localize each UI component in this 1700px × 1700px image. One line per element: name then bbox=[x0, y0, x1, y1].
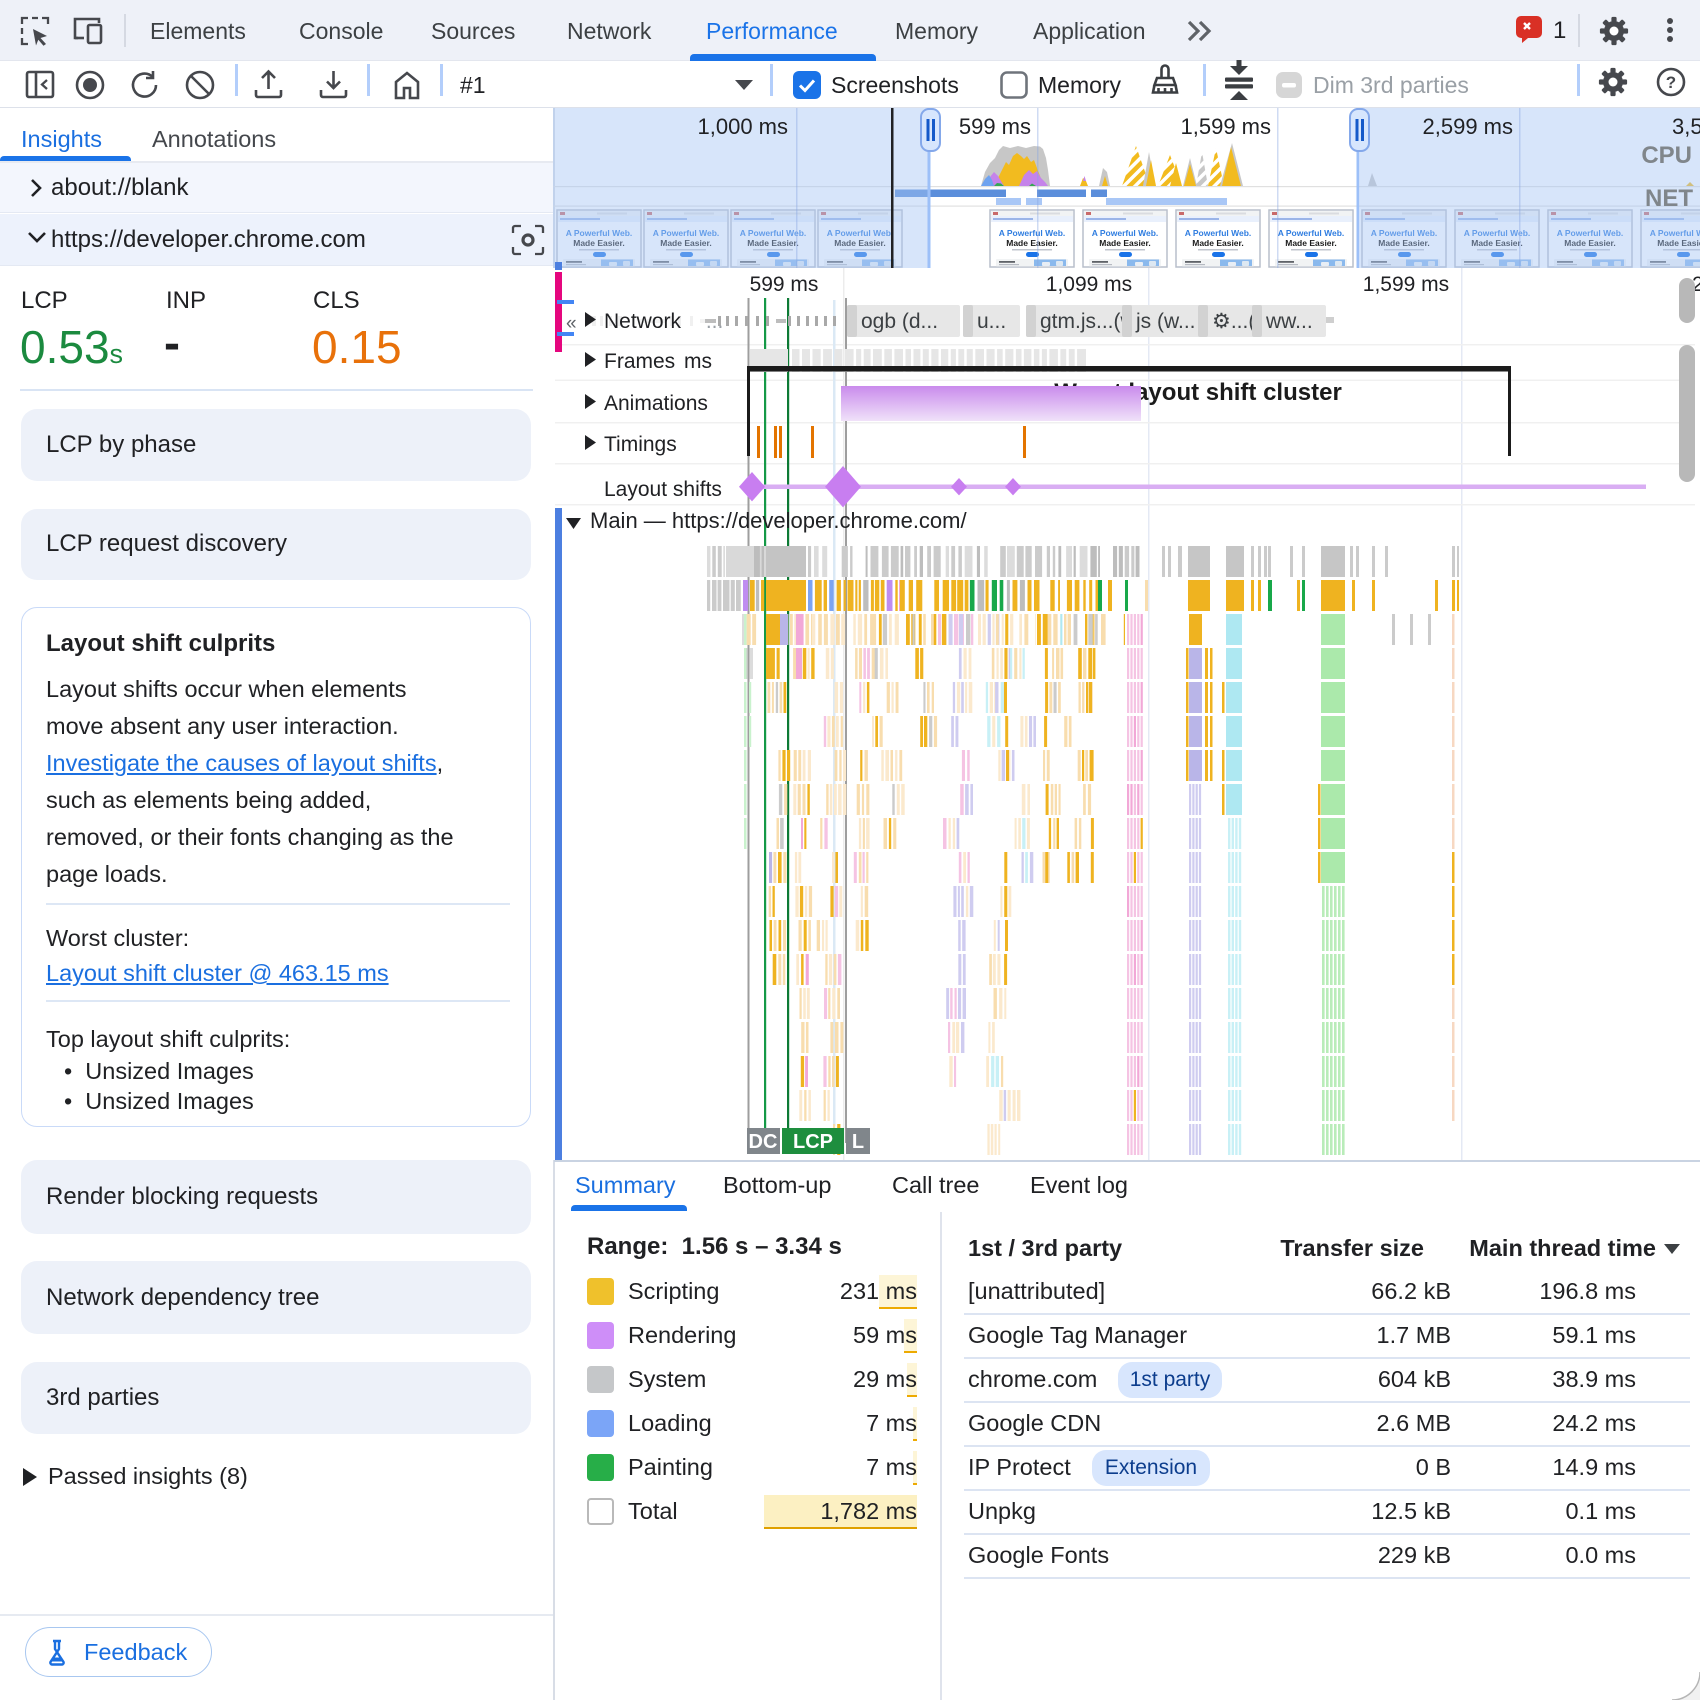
svg-text:A Powerful Web.: A Powerful Web. bbox=[1185, 228, 1252, 238]
svg-text:A Powerful Web.: A Powerful Web. bbox=[1278, 228, 1345, 238]
svg-text:Made Easier.: Made Easier. bbox=[573, 238, 625, 248]
svg-text:ms: ms bbox=[684, 350, 712, 373]
svg-text:3,5: 3,5 bbox=[1672, 114, 1700, 139]
svg-text:A Powerful Web.: A Powerful Web. bbox=[1557, 228, 1624, 238]
svg-text:...: ... bbox=[700, 310, 723, 333]
svg-text:A Powerful Web.: A Powerful Web. bbox=[1371, 228, 1438, 238]
svg-text:Made Easier.: Made Easier. bbox=[1378, 238, 1430, 248]
svg-text:Made Easier.: Made Easier. bbox=[1099, 238, 1151, 248]
svg-text:Made Easier.: Made Easier. bbox=[1471, 238, 1523, 248]
svg-text:Made Easier.: Made Easier. bbox=[747, 238, 799, 248]
svg-text:Frames: Frames bbox=[604, 350, 675, 373]
svg-text:«: « bbox=[566, 313, 577, 334]
svg-text:LCP: LCP bbox=[793, 1131, 833, 1153]
svg-text:ogb (d...: ogb (d... bbox=[861, 310, 938, 333]
svg-text:gtm.js...(w: gtm.js...(w bbox=[1040, 310, 1137, 333]
svg-text:1,099 ms: 1,099 ms bbox=[1046, 273, 1132, 296]
svg-text:Made Easier.: Made Easier. bbox=[1285, 238, 1337, 248]
svg-text:NET: NET bbox=[1645, 185, 1693, 212]
svg-text:ww...: ww... bbox=[1265, 310, 1313, 333]
svg-text:CPU: CPU bbox=[1641, 142, 1692, 169]
svg-text:A Powerful Web.: A Powerful Web. bbox=[566, 228, 633, 238]
svg-text:Layout shifts: Layout shifts bbox=[604, 478, 722, 501]
svg-text:1,599 ms: 1,599 ms bbox=[1363, 273, 1449, 296]
svg-text:A Powerful Web.: A Powerful Web. bbox=[827, 228, 894, 238]
svg-text:Animations: Animations bbox=[604, 392, 708, 415]
svg-text:599 ms: 599 ms bbox=[750, 273, 819, 296]
svg-text:Made Easier.: Made Easier. bbox=[834, 238, 886, 248]
svg-text:Network: Network bbox=[604, 310, 682, 333]
svg-text:Made Easier.: Made Easier. bbox=[660, 238, 712, 248]
svg-text:599 ms: 599 ms bbox=[959, 114, 1031, 139]
svg-text:A Powerful Web.: A Powerful Web. bbox=[740, 228, 807, 238]
svg-text:Made Easier.: Made Easier. bbox=[1006, 238, 1058, 248]
svg-text:DC: DC bbox=[749, 1131, 778, 1153]
svg-text:A Powerful Web.: A Powerful Web. bbox=[1650, 228, 1700, 238]
svg-text:2,599 ms: 2,599 ms bbox=[1423, 114, 1514, 139]
svg-text:js (w...: js (w... bbox=[1135, 310, 1196, 333]
svg-text:Made Easier.: Made Easier. bbox=[1192, 238, 1244, 248]
svg-text:A Powerful Web.: A Powerful Web. bbox=[1464, 228, 1531, 238]
svg-text:u...: u... bbox=[977, 310, 1006, 333]
svg-text:Main — https://developer.chrom: Main — https://developer.chrome.com/ bbox=[590, 508, 967, 533]
svg-text:A Powerful Web.: A Powerful Web. bbox=[1092, 228, 1159, 238]
svg-text:Made Easier.: Made Easier. bbox=[1564, 238, 1616, 248]
svg-text:A Powerful Web.: A Powerful Web. bbox=[653, 228, 720, 238]
svg-text:A Powerful Web.: A Powerful Web. bbox=[999, 228, 1066, 238]
svg-text:?: ? bbox=[1666, 73, 1676, 92]
svg-text:2,: 2, bbox=[1692, 273, 1700, 296]
svg-text:1,000 ms: 1,000 ms bbox=[698, 114, 789, 139]
svg-text:Timings: Timings bbox=[604, 433, 677, 456]
svg-text:L: L bbox=[852, 1131, 864, 1153]
svg-text:1,599 ms: 1,599 ms bbox=[1181, 114, 1272, 139]
svg-text:Made Easier.: Made Easier. bbox=[1657, 238, 1700, 248]
